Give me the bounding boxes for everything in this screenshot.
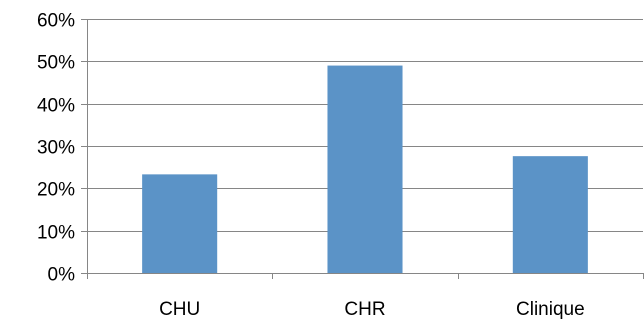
bar-clinique [512,156,588,273]
bar-chr [327,65,403,273]
y-tick-label: 10% [37,223,75,244]
bars [142,65,588,273]
y-tick-label: 0% [48,265,76,286]
y-tick-label: 40% [37,96,75,117]
x-category-label: CHU [159,299,200,320]
x-category-label: Clinique [516,299,585,320]
y-tick-label: 50% [37,53,75,74]
y-tick-label: 60% [37,11,75,32]
labels: 0% 10% 20% 30% 40% 50% 60% CHU CHR Clinique [37,11,585,321]
axes [81,19,644,279]
x-category-label: CHR [344,299,385,320]
y-tick-label: 20% [37,180,75,201]
y-tick-label: 30% [37,138,75,159]
bar-chu [142,174,218,273]
